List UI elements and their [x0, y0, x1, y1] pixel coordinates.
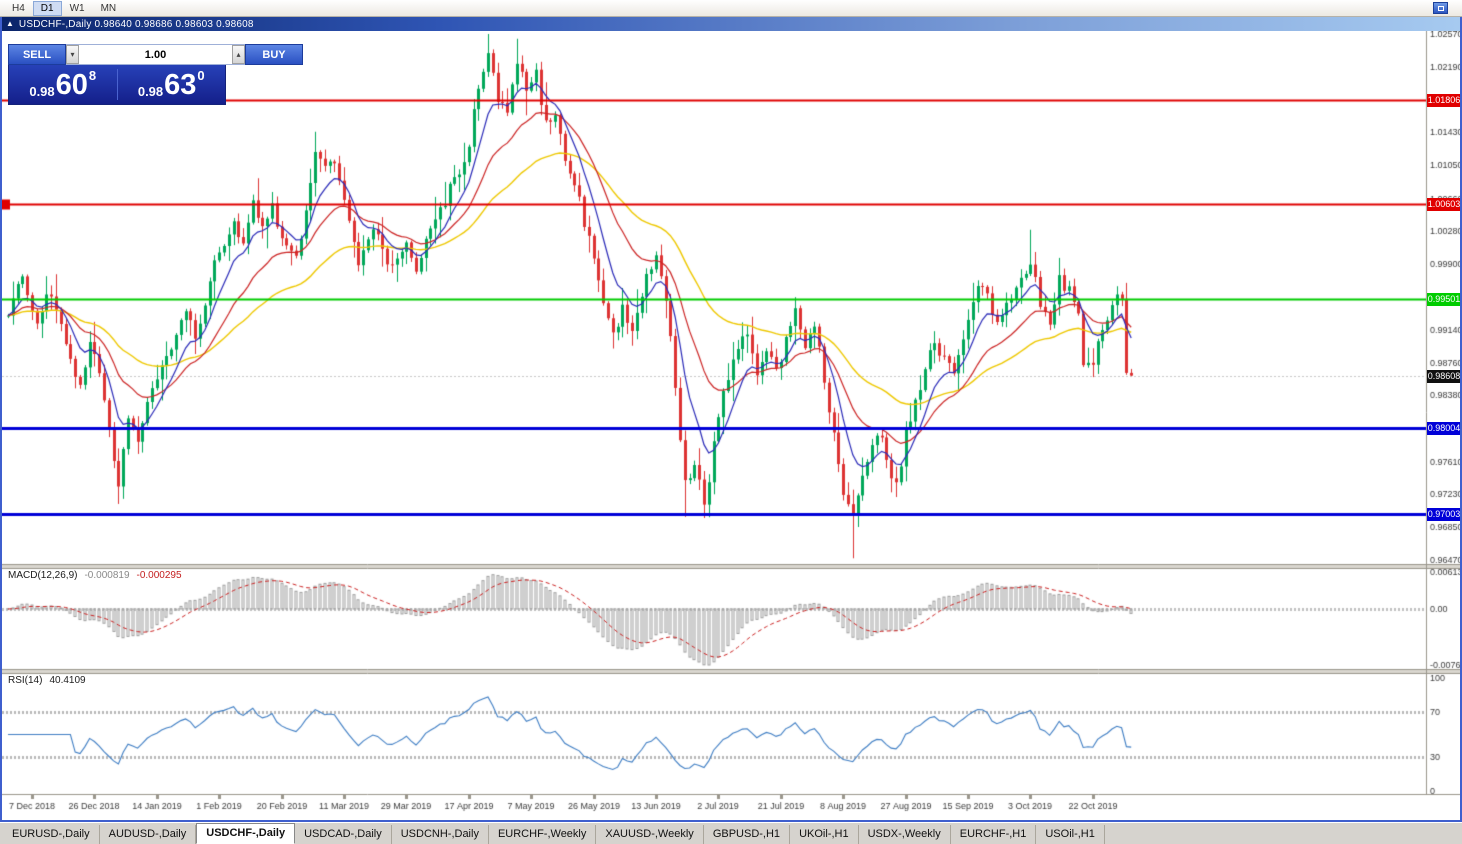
one-click-prices-row: 0.98 60 8 0.98 63 0 [8, 65, 226, 105]
buy-price-big: 63 [164, 69, 197, 101]
volume-input[interactable] [79, 45, 232, 64]
buy-price-prefix: 0.98 [137, 84, 164, 99]
rsi-name: RSI(14) [8, 675, 43, 686]
symbol-tab-usdx-weekly[interactable]: USDX-,Weekly [859, 825, 951, 844]
chart-window: ▲ USDCHF-,Daily 0.98640 0.98686 0.98603 … [0, 17, 1462, 822]
chart-canvas[interactable] [2, 31, 1460, 820]
symbol-tab-eurchf-weekly[interactable]: EURCHF-,Weekly [489, 825, 597, 844]
chart-title: USDCHF-,Daily 0.98640 0.98686 0.98603 0.… [18, 18, 254, 30]
volume-decrease-button[interactable]: ▾ [66, 45, 79, 64]
buy-price-display[interactable]: 0.98 63 0 [118, 65, 226, 104]
period-button-d1[interactable]: D1 [32, 0, 62, 16]
chart-body: 1.01806 1.00603 0.99501 0.98608 0.98004 0.970… [2, 31, 1460, 820]
period-button-mn[interactable]: MN [100, 2, 117, 14]
period-toolbar-buttons: H4 D1 W1 MN [4, 0, 124, 16]
chart-titlebar[interactable]: ▲ USDCHF-,Daily 0.98640 0.98686 0.98603 … [2, 17, 1460, 31]
restore-icon [1437, 5, 1444, 11]
macd-main-value: -0.000819 [84, 570, 130, 581]
rsi-value: 40.4109 [49, 675, 86, 686]
symbol-tab-usdcad-daily[interactable]: USDCAD-,Daily [295, 825, 392, 844]
volume-increase-button[interactable]: ▴ [232, 45, 245, 64]
chart-icon: ▲ [6, 19, 14, 28]
symbol-tab-xauusd-weekly[interactable]: XAUUSD-,Weekly [596, 825, 704, 844]
symbol-tabbar: EURUSD-,Daily AUDUSD-,Daily USDCHF-,Daily U… [0, 822, 1462, 844]
symbol-tab-audusd-daily[interactable]: AUDUSD-,Daily [100, 825, 197, 844]
window-controls [1433, 2, 1448, 14]
sell-price-prefix: 0.98 [29, 84, 55, 99]
sell-button[interactable]: SELL [8, 44, 66, 65]
symbol-tab-usdcnh-daily[interactable]: USDCNH-,Daily [392, 825, 489, 844]
rsi-label: RSI(14) 40.4109 [8, 675, 86, 686]
symbol-tab-eurchf-h1[interactable]: EURCHF-,H1 [951, 825, 1037, 844]
symbol-tab-eurusd-daily[interactable]: EURUSD-,Daily [3, 825, 100, 844]
period-button-w1[interactable]: W1 [69, 2, 85, 14]
chart-restore-button[interactable] [1433, 2, 1448, 14]
volume-control: ▾ ▴ [66, 44, 245, 65]
one-click-trading-panel: SELL ▾ ▴ BUY 0.98 60 8 [8, 44, 303, 105]
symbol-tab-gbpusd-h1[interactable]: GBPUSD-,H1 [704, 825, 791, 844]
period-toolbar: H4 D1 W1 MN [0, 0, 1462, 17]
buy-price-sup: 0 [197, 68, 205, 83]
buy-button[interactable]: BUY [245, 44, 303, 65]
symbol-tab-ukoil-h1[interactable]: UKOil-,H1 [790, 825, 859, 844]
macd-signal-value: -0.000295 [136, 570, 182, 581]
symbol-tab-usoil-h1[interactable]: USOil-,H1 [1036, 825, 1105, 844]
sell-price-big: 60 [55, 69, 88, 101]
period-button-h4[interactable]: H4 [12, 2, 25, 14]
macd-label: MACD(12,26,9) -0.000819 -0.000295 [8, 570, 182, 581]
symbol-tab-usdchf-daily[interactable]: USDCHF-,Daily [196, 823, 296, 844]
sell-price-display[interactable]: 0.98 60 8 [9, 65, 117, 104]
price-divider [116, 69, 118, 100]
one-click-buttons-row: SELL ▾ ▴ BUY [8, 44, 303, 65]
macd-name: MACD(12,26,9) [8, 570, 78, 581]
sell-price-sup: 8 [88, 68, 97, 83]
